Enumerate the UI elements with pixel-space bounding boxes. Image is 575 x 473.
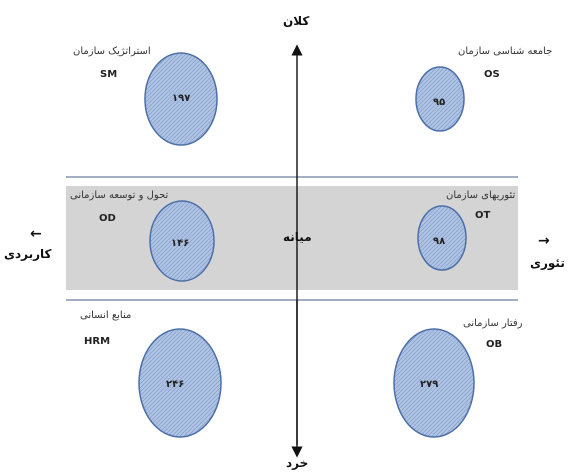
left-arrow-icon: ←	[30, 226, 42, 242]
ob-title: رفتار سازمانی	[463, 318, 523, 329]
os-code: OS	[484, 69, 500, 80]
os-value: ۹۵	[433, 97, 446, 108]
circle-od	[149, 200, 215, 282]
sm-value: ۱۹۷	[172, 93, 191, 104]
hrm-value: ۲۴۶	[166, 379, 185, 390]
circle-sm	[144, 52, 218, 146]
axis-bottom-label: خرد	[286, 456, 309, 470]
sm-title: استراتژیک سازمان	[73, 46, 151, 57]
od-code: OD	[99, 213, 116, 224]
circle-os	[415, 66, 465, 132]
sm-code: SM	[100, 69, 118, 80]
od-value: ۱۴۶	[171, 238, 190, 249]
axis-middle-label: میانه	[283, 230, 312, 244]
axis-top-label: کلان	[283, 14, 310, 28]
od-title: تحول و توسعه سازمانی	[70, 190, 169, 201]
ob-value: ۲۷۹	[420, 379, 439, 390]
circle-hrm	[138, 328, 222, 438]
axis-right-label: تئوری	[530, 256, 565, 270]
right-arrow-icon: →	[538, 233, 550, 249]
circle-ob	[393, 328, 475, 438]
axis-left-label: کاربردی	[4, 247, 52, 261]
ob-code: OB	[486, 339, 503, 350]
circle-ot	[417, 205, 467, 271]
hrm-code: HRM	[84, 336, 111, 347]
ot-title: تئوریهای سازمان	[446, 190, 516, 201]
os-title: جامعه شناسی سازمان	[458, 46, 553, 57]
hrm-title: منابع انسانی	[80, 310, 132, 321]
ot-value: ۹۸	[433, 236, 446, 247]
ot-code: OT	[475, 210, 491, 221]
